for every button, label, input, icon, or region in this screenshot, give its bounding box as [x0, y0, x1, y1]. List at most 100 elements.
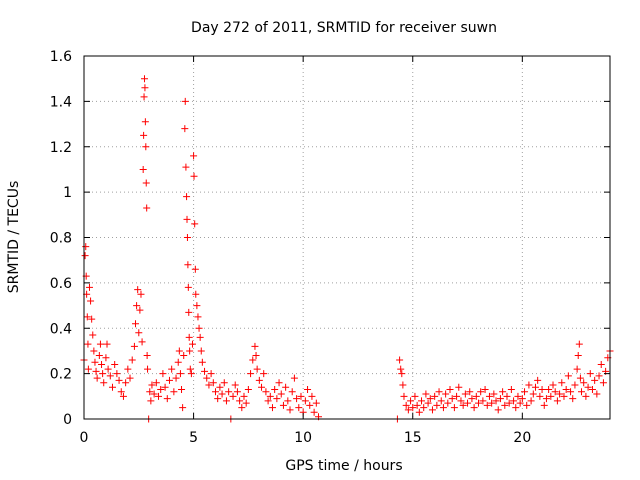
data-point — [571, 381, 579, 389]
data-point — [399, 381, 407, 389]
data-point — [574, 351, 582, 359]
data-point — [134, 286, 142, 294]
data-point — [113, 370, 121, 378]
data-point — [599, 379, 607, 387]
data-point — [304, 386, 312, 394]
data-point — [420, 404, 428, 412]
data-point — [191, 220, 199, 228]
data-point — [142, 143, 150, 151]
data-point — [96, 340, 104, 348]
data-point — [258, 383, 266, 391]
data-point — [218, 390, 226, 398]
y-tick-label: 1.4 — [50, 94, 72, 110]
data-point — [220, 379, 228, 387]
data-point — [161, 383, 169, 391]
data-point — [170, 388, 178, 396]
data-point — [472, 392, 480, 400]
data-point — [512, 404, 520, 412]
data-point — [494, 406, 502, 414]
data-point — [424, 399, 432, 407]
data-point — [580, 379, 588, 387]
data-point — [273, 395, 281, 403]
data-point — [126, 374, 134, 382]
data-point — [448, 395, 456, 403]
data-point — [81, 252, 89, 260]
data-point — [142, 179, 150, 187]
data-point — [461, 390, 469, 398]
data-point — [193, 302, 201, 310]
data-point — [147, 397, 155, 405]
data-point — [233, 388, 241, 396]
data-point — [188, 340, 196, 348]
data-point — [444, 399, 452, 407]
data-point — [124, 365, 132, 373]
data-points — [80, 75, 614, 423]
data-point — [108, 383, 116, 391]
data-point — [503, 392, 511, 400]
data-point — [588, 386, 596, 394]
data-point — [531, 383, 539, 391]
data-point — [90, 347, 98, 355]
data-point — [450, 404, 458, 412]
data-point — [197, 347, 205, 355]
data-point — [468, 395, 476, 403]
data-point — [186, 347, 194, 355]
data-point — [140, 75, 148, 83]
data-point — [518, 395, 526, 403]
data-point — [499, 388, 507, 396]
data-point — [477, 388, 485, 396]
data-point — [247, 370, 255, 378]
data-point — [481, 386, 489, 394]
data-point — [181, 97, 189, 105]
data-point — [564, 372, 572, 380]
data-point — [505, 399, 513, 407]
data-point — [194, 313, 202, 321]
data-point — [139, 165, 147, 173]
y-tick-label: 1 — [63, 185, 72, 201]
data-point — [542, 395, 550, 403]
data-point — [404, 406, 412, 414]
data-point — [483, 401, 491, 409]
data-point — [252, 351, 260, 359]
data-point — [540, 401, 548, 409]
data-point — [196, 333, 204, 341]
data-point — [236, 397, 244, 405]
data-point — [409, 404, 417, 412]
data-point — [415, 408, 423, 416]
data-point — [435, 388, 443, 396]
data-point — [536, 392, 544, 400]
data-point — [597, 361, 605, 369]
data-point — [187, 370, 195, 378]
data-point — [251, 342, 259, 350]
data-point — [431, 392, 439, 400]
data-point — [195, 324, 203, 332]
x-tick-label: 5 — [189, 430, 198, 446]
data-point — [562, 386, 570, 394]
data-point — [595, 372, 603, 380]
data-point — [95, 351, 103, 359]
chart-title: Day 272 of 2011, SRMTID for receiver suw… — [191, 20, 497, 36]
data-point — [560, 392, 568, 400]
data-point — [106, 372, 114, 380]
data-point — [464, 399, 472, 407]
data-point — [268, 404, 276, 412]
data-point — [104, 365, 112, 373]
data-point — [214, 395, 222, 403]
data-point — [475, 399, 482, 407]
data-point — [255, 376, 263, 384]
data-point — [556, 390, 564, 398]
data-point — [591, 376, 599, 384]
data-point — [135, 329, 143, 337]
data-point — [402, 401, 410, 409]
data-point — [578, 388, 586, 396]
data-point — [87, 297, 95, 305]
data-point — [262, 388, 270, 396]
data-point — [466, 388, 474, 396]
data-point — [148, 381, 156, 389]
tick-labels: 0 5 10 15 20 0 0.2 0.4 0.6 0.8 1 1.2 1.4 1.6 — [50, 49, 532, 446]
data-point — [582, 392, 590, 400]
data-point — [437, 397, 445, 405]
data-point — [100, 379, 108, 387]
data-point — [488, 399, 496, 407]
